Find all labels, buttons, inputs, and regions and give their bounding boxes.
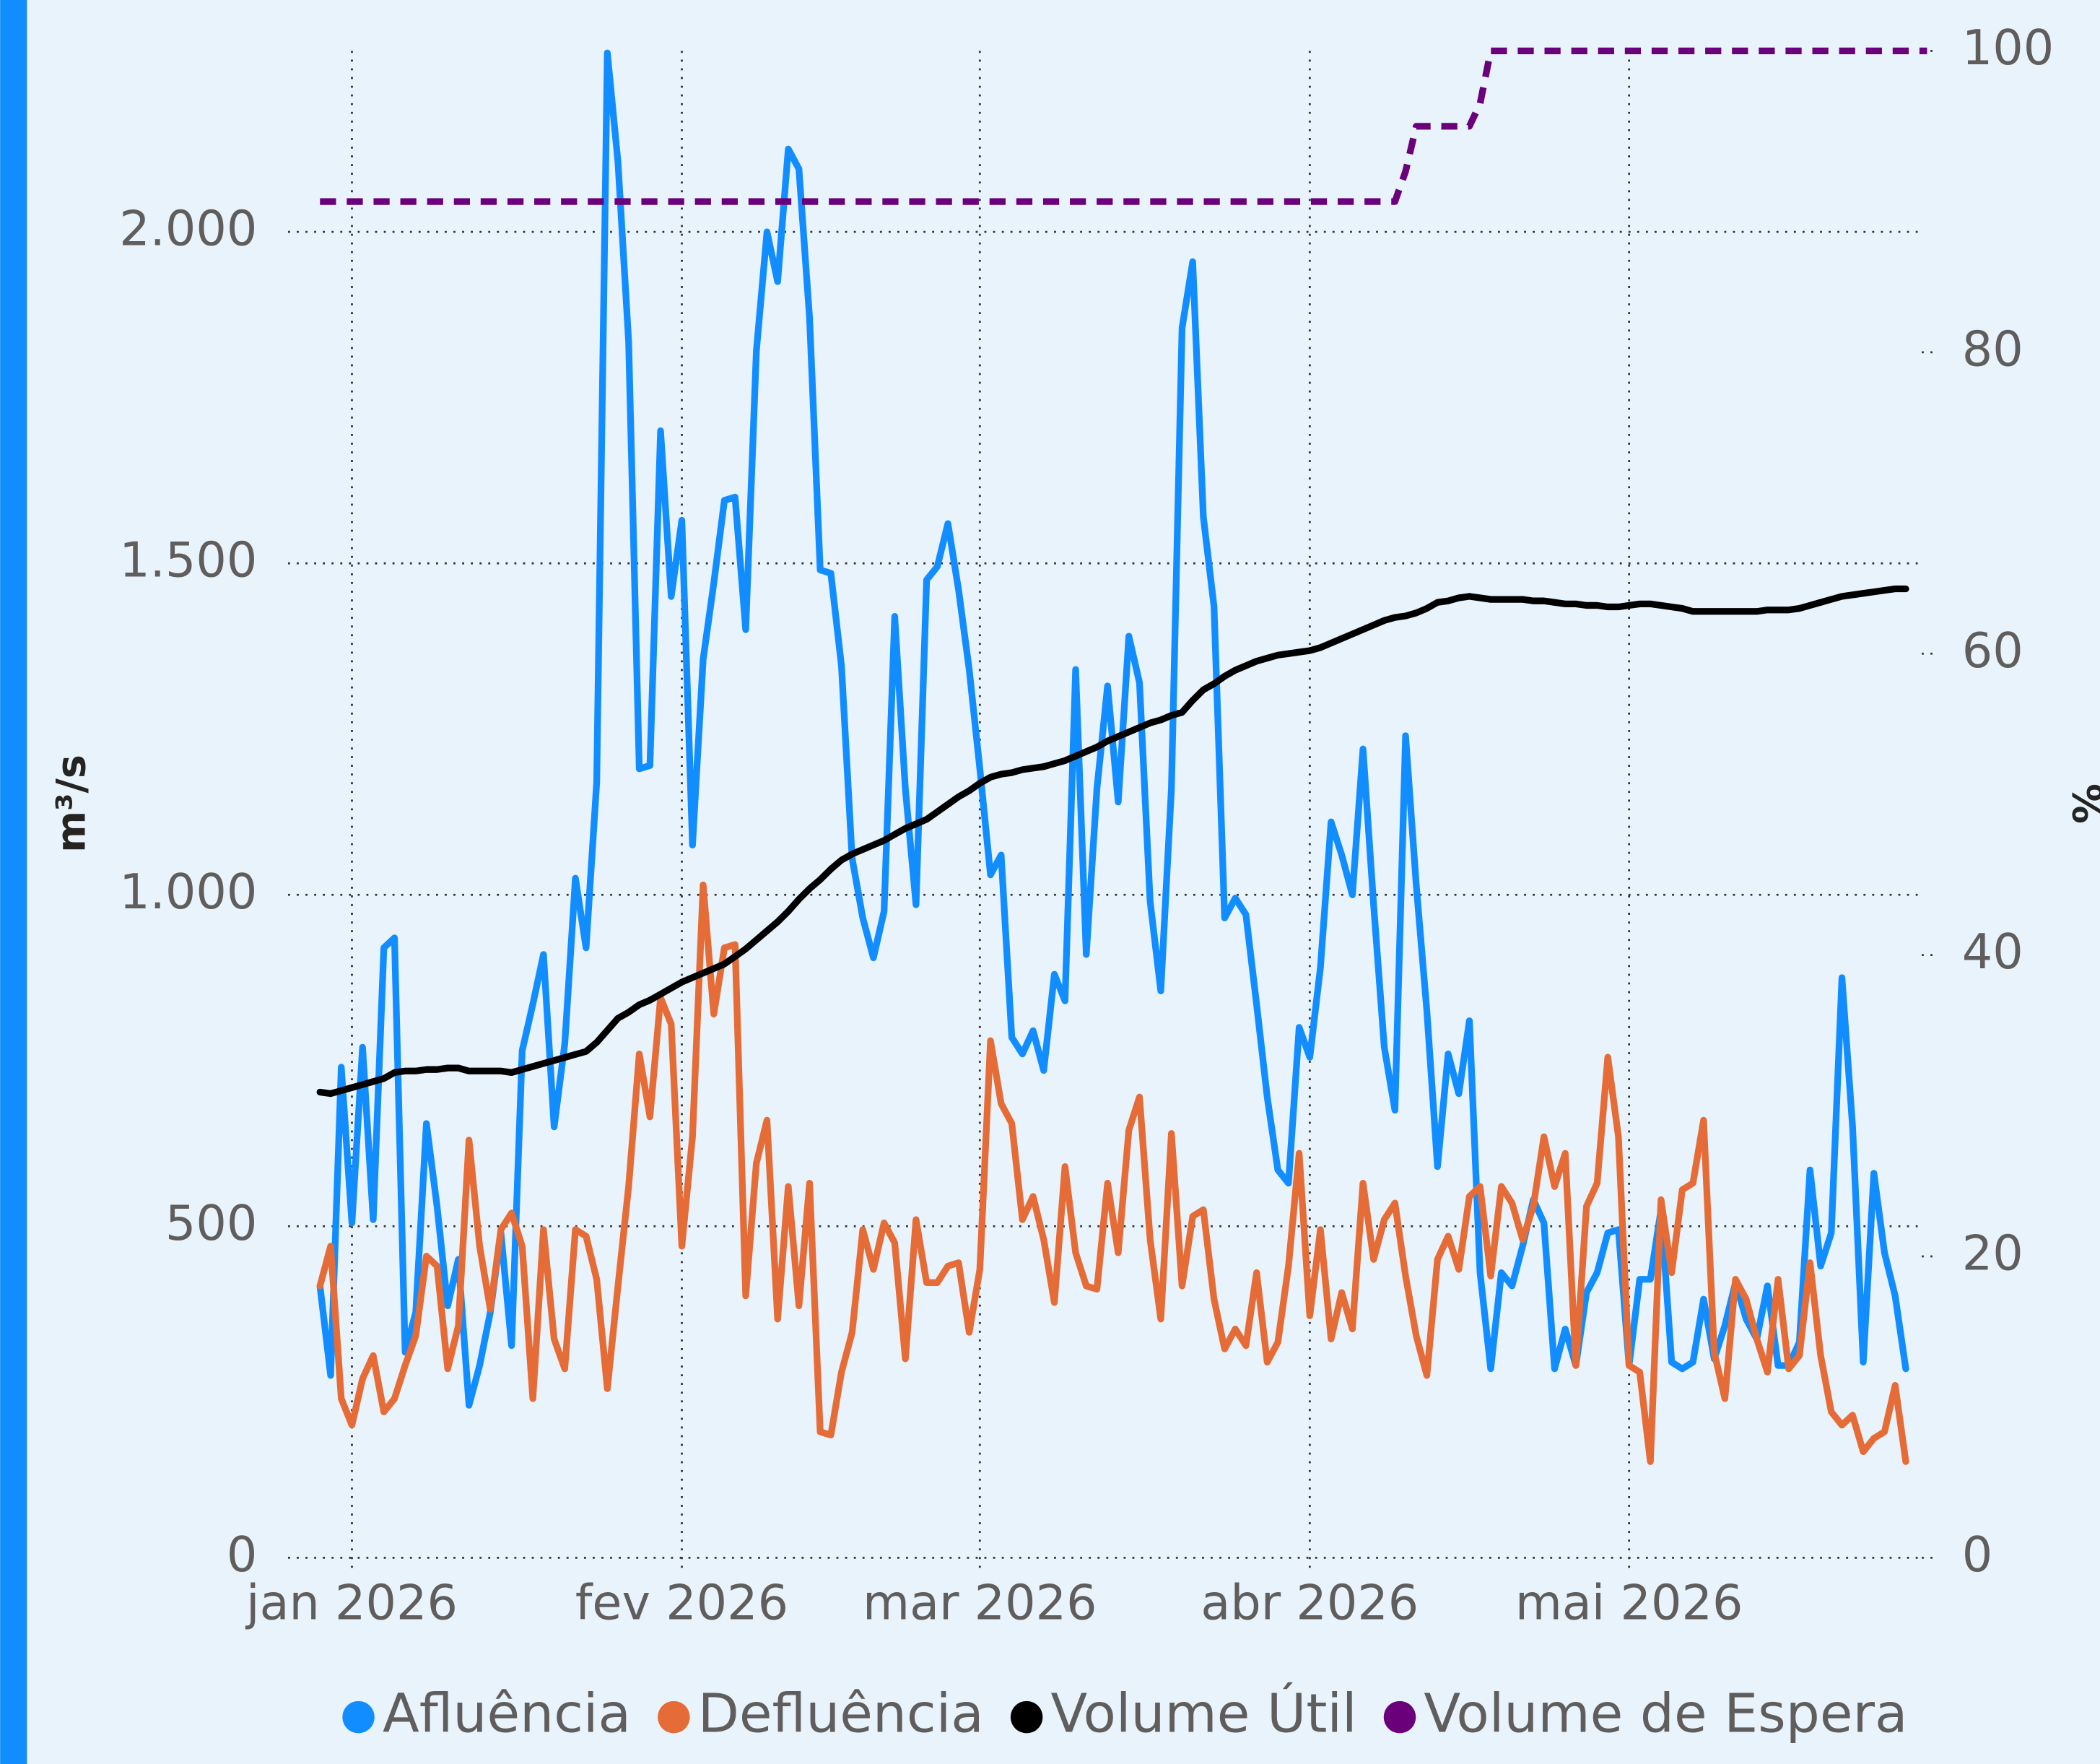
legend-marker bbox=[1010, 1700, 1043, 1734]
y-tick-label: 2.000 bbox=[119, 201, 257, 257]
legend-marker bbox=[658, 1700, 690, 1734]
y2-tick-label: 20 bbox=[1962, 1225, 2023, 1282]
x-tick-label: fev 2026 bbox=[575, 1575, 788, 1631]
legend-label: Defluência bbox=[698, 1683, 984, 1745]
y2-tick-label: 100 bbox=[1962, 19, 2054, 76]
y2-axis-title: % bbox=[2062, 783, 2100, 824]
y2-tick-label: 60 bbox=[1962, 622, 2023, 679]
y2-tick-label: 0 bbox=[1962, 1526, 1992, 1583]
series-line bbox=[316, 585, 1909, 1098]
side-accent bbox=[0, 0, 27, 1764]
series-line bbox=[320, 47, 1927, 205]
x-tick-label: abr 2026 bbox=[1201, 1575, 1419, 1631]
series-line bbox=[316, 49, 1909, 1409]
legend-label: Volume de Espera bbox=[1424, 1683, 1907, 1745]
y2-tick-label: 40 bbox=[1962, 924, 2023, 980]
series-line bbox=[316, 881, 1909, 1465]
x-tick-label: mai 2026 bbox=[1515, 1575, 1743, 1631]
y-axis-title: m³/s bbox=[48, 755, 95, 853]
legend-marker bbox=[1383, 1700, 1416, 1734]
y-tick-label: 500 bbox=[165, 1195, 257, 1251]
y2-tick-label: 80 bbox=[1962, 321, 2023, 377]
legend-marker bbox=[342, 1700, 375, 1734]
y-tick-label: 1.500 bbox=[119, 532, 257, 588]
y-tick-label: 1.000 bbox=[119, 864, 257, 920]
x-tick-label: jan 2026 bbox=[245, 1575, 458, 1631]
x-tick-label: mar 2026 bbox=[863, 1575, 1097, 1631]
y-tick-label: 0 bbox=[227, 1526, 257, 1583]
legend-label: Afluência bbox=[383, 1683, 631, 1745]
legend-label: Volume Útil bbox=[1051, 1682, 1357, 1745]
